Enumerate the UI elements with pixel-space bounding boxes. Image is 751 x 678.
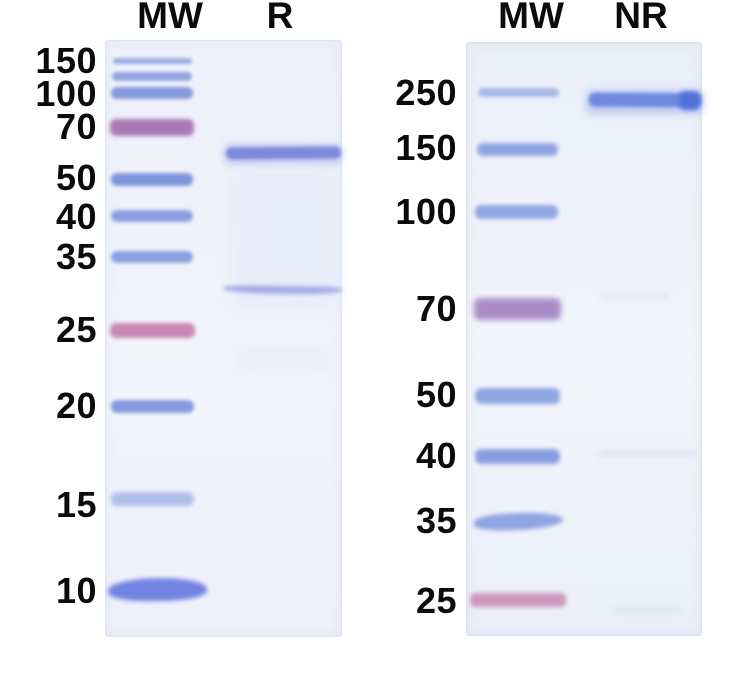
nr-faint-band-150-level: [600, 293, 670, 299]
gel-surface-non-reduced: [466, 42, 702, 636]
marker-label-100-reduced: 100: [35, 73, 97, 114]
nr-band-edge-blob: [679, 90, 700, 110]
marker-band-250: [478, 87, 559, 97]
marker-label-50-reduced: 50: [55, 157, 97, 198]
marker-label-70-non-reduced: 70: [415, 288, 457, 329]
marker-label-25-reduced: 25: [55, 309, 97, 350]
marker-label-50-non-reduced: 50: [415, 374, 457, 415]
marker-label-40-non-reduced: 40: [415, 435, 457, 476]
lane-label-r-reduced: R: [266, 0, 294, 36]
marker-band-15: [111, 492, 194, 506]
marker-label-10-reduced: 10: [55, 570, 97, 611]
heavy-chain-band: [225, 146, 342, 160]
gel-surface-reduced: [105, 40, 342, 637]
marker-label-20-reduced: 20: [55, 385, 97, 426]
nr-faint-band-40-level: [598, 451, 698, 457]
lane-label-mw-non-reduced: MW: [498, 0, 564, 36]
marker-band-150-doublet: [112, 71, 192, 81]
marker-band-40: [475, 448, 560, 464]
marker-label-100-non-reduced: 100: [395, 191, 457, 232]
marker-label-35-non-reduced: 35: [415, 500, 457, 541]
marker-band-70: [474, 298, 561, 320]
marker-band-20: [111, 399, 194, 413]
marker-band-70: [110, 118, 194, 136]
marker-band-100: [111, 87, 193, 99]
nr-faint-smudge-bottom: [612, 606, 682, 614]
marker-label-35-reduced: 35: [55, 236, 97, 277]
marker-band-25: [110, 322, 195, 338]
marker-label-150-reduced: 150: [35, 40, 97, 81]
marker-band-40: [111, 210, 193, 222]
marker-band-50: [475, 388, 560, 404]
marker-label-150-non-reduced: 150: [395, 127, 457, 168]
marker-band-50: [111, 172, 193, 186]
marker-band-35: [111, 251, 193, 263]
lane-label-nr-non-reduced: NR: [614, 0, 668, 36]
marker-label-15-reduced: 15: [55, 484, 97, 525]
marker-band-25: [470, 593, 566, 607]
sample-faint-smear: [235, 348, 335, 372]
marker-band-150: [113, 58, 192, 64]
marker-band-150: [477, 142, 558, 156]
marker-label-250-non-reduced: 250: [395, 72, 457, 113]
marker-label-25-non-reduced: 25: [415, 580, 457, 621]
marker-label-70-reduced: 70: [55, 106, 97, 147]
lane-label-mw-reduced: MW: [137, 0, 203, 36]
marker-band-100: [475, 205, 558, 219]
marker-label-40-reduced: 40: [55, 196, 97, 237]
